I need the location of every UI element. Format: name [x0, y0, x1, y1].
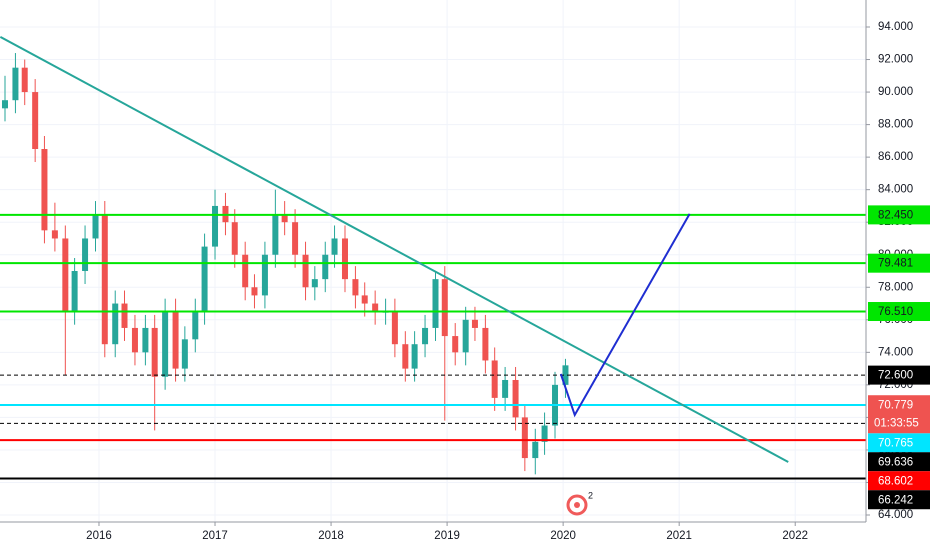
level-label: 72.600	[878, 370, 913, 382]
candle-body	[131, 327, 138, 353]
candle-body	[101, 214, 108, 345]
level-label-box	[868, 253, 930, 273]
trend-line	[559, 213, 691, 418]
candle-body	[502, 379, 509, 398]
candle-body	[491, 360, 498, 398]
candle-body	[352, 279, 359, 296]
candle-body	[422, 327, 429, 345]
candle-body	[242, 254, 249, 288]
candle-body	[32, 92, 39, 150]
y-tick-label: 78.000	[878, 281, 913, 293]
candle-body	[142, 327, 149, 353]
candle-body	[162, 311, 169, 377]
candle-body	[92, 214, 99, 239]
candle-body	[21, 67, 28, 93]
candle-body	[172, 311, 179, 369]
candle-body	[292, 222, 299, 255]
candle-body	[261, 254, 268, 296]
level-label-box	[868, 302, 930, 322]
candle-body	[181, 339, 188, 369]
candle-body	[322, 254, 329, 280]
x-tick-label: 2016	[86, 530, 112, 542]
candle-body	[482, 327, 489, 361]
candle-body	[391, 311, 398, 345]
x-tick-label: 2020	[550, 530, 576, 542]
candle-body	[411, 344, 418, 369]
level-label-box	[868, 433, 930, 453]
candle-body	[452, 336, 459, 353]
candle-body	[272, 214, 279, 255]
candle-body	[432, 279, 439, 328]
x-tick-label: 2019	[434, 530, 460, 542]
candle-body	[402, 344, 409, 369]
candle-body	[201, 246, 208, 312]
x-tick-label: 2021	[666, 530, 692, 542]
level-label: 69.636	[878, 456, 913, 468]
candle-body	[372, 303, 379, 312]
candle-body	[151, 327, 158, 377]
candle-body	[541, 425, 548, 442]
level-label-box	[868, 205, 930, 225]
y-tick-label: 94.000	[878, 21, 913, 33]
candle-body	[121, 303, 128, 328]
x-tick-label: 2018	[318, 530, 344, 542]
last-price-label: 70.779	[878, 399, 913, 411]
candle-body	[251, 287, 258, 296]
y-tick-label: 64.000	[878, 509, 913, 521]
y-tick-label: 86.000	[878, 151, 913, 163]
level-label-box	[868, 490, 930, 510]
candle-body	[562, 365, 569, 385]
y-tick-label: 74.000	[878, 346, 913, 358]
level-label: 70.765	[878, 437, 913, 449]
candle-body	[532, 441, 539, 459]
candle-body	[521, 417, 528, 459]
candle-body	[12, 67, 19, 101]
candle-body	[341, 238, 348, 280]
candle-body	[311, 279, 318, 288]
y-tick-label: 92.000	[878, 54, 913, 66]
svg-text:2: 2	[588, 490, 593, 500]
candle-body	[112, 303, 119, 345]
candle-body	[82, 238, 89, 272]
level-label: 82.450	[878, 209, 913, 221]
x-tick-label: 2017	[202, 530, 228, 542]
candle-body	[231, 222, 238, 255]
candle-body	[471, 319, 478, 328]
candle-body	[71, 271, 78, 312]
y-tick-label: 84.000	[878, 184, 913, 196]
candle-body	[51, 230, 58, 239]
level-label-box	[868, 452, 930, 472]
candle-body	[302, 254, 309, 288]
candle-body	[512, 379, 519, 418]
candle-body	[41, 149, 48, 231]
last-price-box	[868, 395, 930, 434]
trend-line	[0, 36, 789, 463]
countdown: 01:33:55	[874, 417, 919, 429]
candle-body	[361, 295, 368, 304]
candle-body	[281, 214, 288, 223]
level-label: 76.510	[878, 306, 913, 318]
candle-body	[331, 238, 338, 255]
candle-body	[192, 311, 199, 340]
level-label-box	[868, 471, 930, 491]
level-label: 79.481	[878, 258, 913, 270]
level-label: 68.602	[878, 475, 913, 487]
candle-body	[212, 205, 219, 247]
y-tick-label: 90.000	[878, 86, 913, 98]
candle-body	[441, 279, 448, 337]
x-tick-label: 2022	[782, 530, 808, 542]
logo: 2	[566, 490, 593, 516]
candle-body	[462, 319, 469, 353]
y-tick-label: 88.000	[878, 119, 913, 131]
candle-body	[1, 100, 8, 109]
level-label-box	[868, 365, 930, 385]
level-label: 66.242	[878, 494, 913, 506]
candle-body	[62, 238, 69, 312]
